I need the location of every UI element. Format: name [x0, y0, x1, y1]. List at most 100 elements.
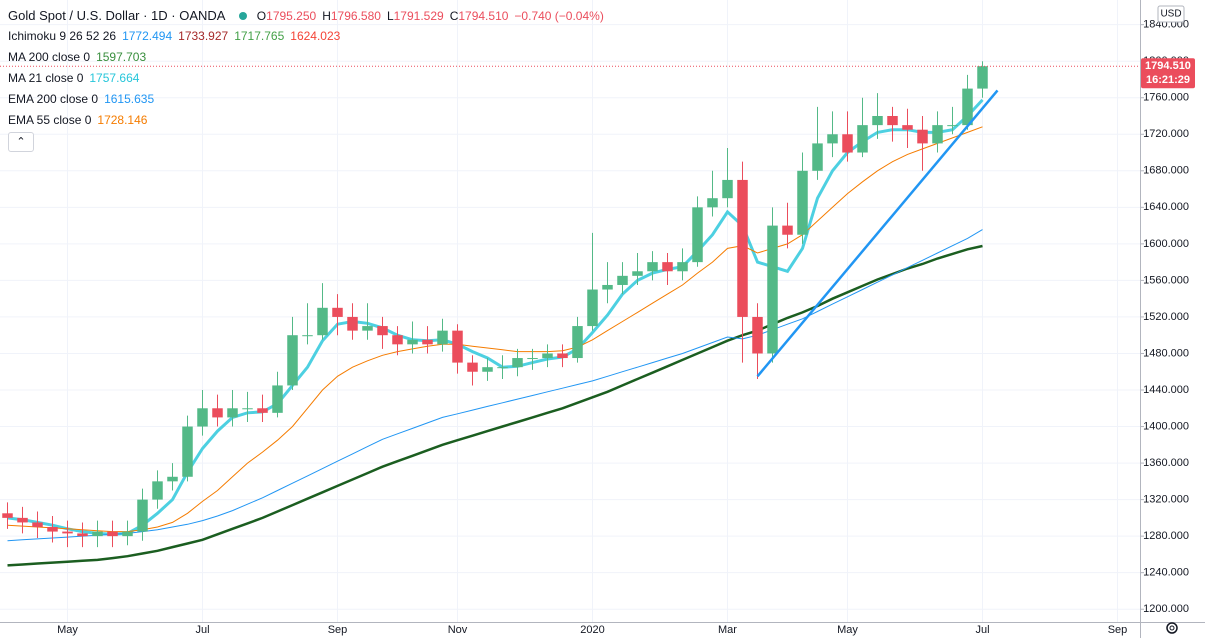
- indicator-name: Ichimoku 9 26 52 26: [8, 29, 117, 43]
- candle-body: [827, 134, 838, 144]
- legend-value: 1597.703: [96, 50, 147, 64]
- candle-body: [662, 262, 673, 272]
- legend-value: 1615.635: [104, 92, 155, 106]
- candle-body: [482, 367, 493, 372]
- candle-body: [872, 115, 883, 126]
- legend-name: EMA 200 close 0: [8, 92, 99, 106]
- x-tick-label: 2020: [580, 624, 604, 636]
- candle-body: [317, 307, 328, 336]
- candle-body: [332, 307, 343, 317]
- candle-body: [137, 499, 148, 532]
- candle-body: [2, 513, 13, 518]
- y-tick-label: 1200.000: [1143, 603, 1189, 615]
- price-label: 1794.510: [1145, 60, 1191, 72]
- candle-body: [452, 330, 463, 363]
- candle-body: [722, 179, 733, 199]
- candle-body: [47, 527, 58, 532]
- candle-body: [92, 531, 103, 537]
- candle-body: [182, 426, 193, 477]
- y-tick-label: 1760.000: [1143, 92, 1189, 104]
- indicator-value: 1717.765: [234, 29, 285, 43]
- symbol-title[interactable]: Gold Spot / U.S. Dollar · 1D · OANDA: [8, 8, 226, 23]
- candle-body: [497, 367, 508, 369]
- collapse-button[interactable]: ⌃: [8, 132, 34, 152]
- indicator-line: [7, 126, 983, 533]
- candle-body: [167, 476, 178, 482]
- indicator-value: 1733.927: [178, 29, 229, 43]
- legend-row: EMA 200 close 0 1615.635: [8, 90, 610, 111]
- candle-body: [392, 335, 403, 345]
- legend-value: 1728.146: [97, 113, 148, 127]
- gear-hub[interactable]: [1169, 625, 1175, 631]
- ohlc-value: 1796.580: [330, 9, 381, 23]
- candle-body: [887, 115, 898, 126]
- ohlc-key: C: [449, 9, 459, 23]
- y-tick-label: 1440.000: [1143, 384, 1189, 396]
- x-tick-label: Sep: [1108, 624, 1128, 636]
- legend-row: Ichimoku 9 26 52 26 1772.494 1733.927 1717.…: [8, 27, 610, 48]
- legend: Gold Spot / U.S. Dollar · 1D · OANDA O17…: [8, 6, 610, 132]
- candle-body: [407, 339, 418, 345]
- candle-body: [107, 531, 118, 537]
- candle-body: [197, 408, 208, 427]
- grid: [0, 0, 1140, 622]
- currency-box: [1157, 5, 1185, 23]
- y-tick-label: 1680.000: [1143, 165, 1189, 177]
- change: −0.740 (−0.04%): [514, 9, 604, 23]
- ohlc-value: 1791.529: [393, 9, 444, 23]
- candle-body: [767, 225, 778, 354]
- candle-body: [347, 316, 358, 331]
- plot: [2, 61, 999, 567]
- candle-body: [287, 335, 298, 386]
- y-tick-label: 1360.000: [1143, 457, 1189, 469]
- candle-body: [647, 262, 658, 272]
- ohlc-key: O: [256, 9, 267, 23]
- candle-body: [362, 326, 373, 331]
- candle-body: [467, 362, 478, 372]
- candle-body: [437, 330, 448, 345]
- candle-body: [227, 408, 238, 418]
- price-label-bg: [1141, 58, 1195, 89]
- candle-body: [782, 225, 793, 235]
- candle-body: [62, 531, 73, 534]
- x-tick-label: May: [57, 624, 78, 636]
- candle-body: [917, 129, 928, 144]
- candle-body: [902, 125, 913, 130]
- x-tick-label: Mar: [718, 624, 737, 636]
- y-tick-label: 1640.000: [1143, 201, 1189, 213]
- trendline: [756, 89, 999, 378]
- legend-row: EMA 55 close 0 1728.146: [8, 111, 610, 132]
- candle-body: [77, 533, 88, 537]
- candle-body: [752, 316, 763, 354]
- header-row: Gold Spot / U.S. Dollar · 1D · OANDA O17…: [8, 6, 610, 27]
- y-tick-label: 1240.000: [1143, 567, 1189, 579]
- candle-body: [377, 326, 388, 336]
- legend-name: MA 21 close 0: [8, 71, 84, 85]
- legend-value: 1757.664: [89, 71, 140, 85]
- x-tick-label: Nov: [448, 624, 468, 636]
- candle-body: [122, 531, 133, 537]
- ohlc-value: 1794.510: [458, 9, 509, 23]
- indicator-line: [7, 244, 983, 567]
- candle-body: [677, 262, 688, 272]
- currency: USD: [1160, 9, 1181, 20]
- y-tick-label: 1480.000: [1143, 347, 1189, 359]
- gear[interactable]: [1166, 622, 1178, 634]
- x-tick-label: Sep: [328, 624, 348, 636]
- candle-body: [32, 522, 43, 528]
- ohlc-value: 1795.250: [266, 9, 317, 23]
- candle-body: [212, 408, 223, 418]
- candle-body: [797, 170, 808, 235]
- legend-name: MA 200 close 0: [8, 50, 91, 64]
- candle-body: [602, 284, 613, 290]
- candle-body: [242, 408, 253, 410]
- candle-body: [152, 481, 163, 500]
- legend-name: EMA 55 close 0: [8, 113, 92, 127]
- indicator-value: 1772.494: [122, 29, 173, 43]
- candle-body: [692, 207, 703, 263]
- y-tick-label: 1600.000: [1143, 238, 1189, 250]
- candle-body: [17, 517, 28, 523]
- settings-icon[interactable]: [1166, 622, 1178, 634]
